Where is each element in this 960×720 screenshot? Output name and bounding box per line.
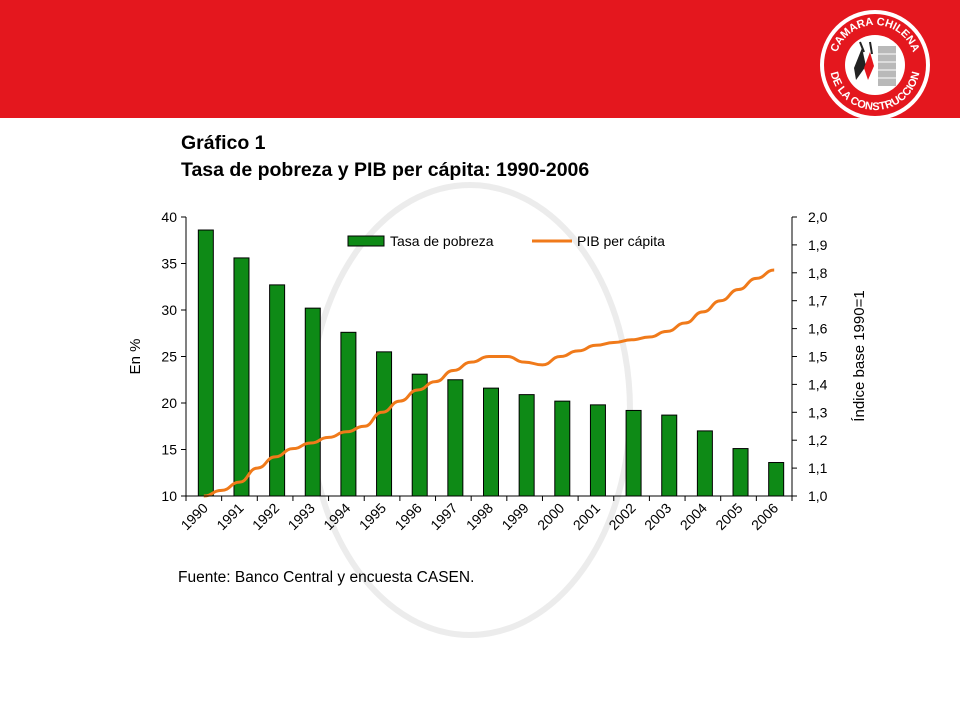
x-tick-label: 1992 bbox=[249, 500, 282, 533]
y-left-tick-label: 25 bbox=[161, 349, 177, 365]
x-tick-label: 2002 bbox=[605, 500, 638, 533]
y-right-tick-label: 1,4 bbox=[808, 376, 828, 392]
x-tick-label: 1991 bbox=[213, 500, 246, 533]
bar-1996 bbox=[411, 373, 428, 497]
watermark-ring bbox=[307, 182, 633, 638]
y-left-tick-label: 20 bbox=[161, 395, 177, 411]
bar-1995 bbox=[376, 351, 393, 497]
brick-wall-icon bbox=[878, 46, 896, 86]
trowel-icon bbox=[854, 41, 874, 80]
x-tick-label: 1998 bbox=[463, 500, 496, 533]
bar-2003 bbox=[661, 414, 678, 497]
y-left-tick-label: 10 bbox=[161, 488, 177, 504]
x-tick-label: 1996 bbox=[391, 500, 424, 533]
y-left-tick-label: 40 bbox=[161, 209, 177, 225]
y-right-tick-label: 1,2 bbox=[808, 432, 828, 448]
x-tick-label: 1993 bbox=[285, 500, 318, 533]
x-tick-label: 1999 bbox=[498, 500, 531, 533]
x-tick-label: 1995 bbox=[356, 500, 389, 533]
y-right-tick-label: 1,0 bbox=[808, 488, 828, 504]
x-tick-label: 1990 bbox=[178, 500, 211, 533]
x-tick-label: 2003 bbox=[641, 500, 674, 533]
y-right-tick-label: 1,3 bbox=[808, 404, 828, 420]
legend-swatch-pobreza bbox=[347, 235, 385, 247]
series-line-pib bbox=[203, 268, 775, 498]
chart-subtitle: Tasa de pobreza y PIB per cápita: 1990-2… bbox=[181, 159, 590, 181]
y-left-tick-label: 15 bbox=[161, 442, 177, 458]
watermark-logo bbox=[307, 182, 633, 638]
y-right-tick-label: 1,9 bbox=[808, 237, 828, 253]
chart-title-block: Gráfico 1 Tasa de pobreza y PIB per cápi… bbox=[181, 130, 589, 184]
x-tick-label: 2001 bbox=[570, 500, 603, 533]
x-tick-label: 1997 bbox=[427, 500, 460, 533]
y-left-tick-label: 35 bbox=[161, 256, 177, 272]
header-band bbox=[0, 0, 960, 118]
bar-2004 bbox=[696, 430, 713, 497]
bar-1997 bbox=[447, 379, 464, 497]
camara-chilena-logo: CAMARA CHILENA DE LA CONSTRUCCION bbox=[820, 10, 930, 120]
legend-label-pobreza: Tasa de pobreza bbox=[390, 233, 494, 249]
chart-title: Gráfico 1 bbox=[181, 132, 266, 154]
bar-1993 bbox=[304, 307, 321, 497]
bar-1992 bbox=[269, 284, 286, 497]
bar-1991 bbox=[233, 257, 250, 497]
y-right-tick-label: 1,6 bbox=[808, 321, 828, 337]
bar-2001 bbox=[589, 404, 606, 497]
bar-2006 bbox=[768, 462, 785, 497]
bar-1998 bbox=[483, 387, 499, 497]
source-note: Fuente: Banco Central y encuesta CASEN. bbox=[178, 569, 475, 586]
bar-2002 bbox=[625, 409, 642, 497]
x-tick-label: 2004 bbox=[677, 500, 710, 533]
bar-1999 bbox=[518, 394, 535, 497]
y-right-tick-label: 2,0 bbox=[808, 209, 828, 225]
bar-2005 bbox=[732, 448, 749, 497]
y-right-tick-label: 1,1 bbox=[808, 460, 828, 476]
y-left-tick-label: 30 bbox=[161, 302, 177, 318]
bar-2000 bbox=[554, 400, 571, 497]
y-left-axis-label: En % bbox=[127, 339, 144, 375]
bar-1990 bbox=[197, 229, 214, 497]
x-tick-label: 2005 bbox=[712, 500, 745, 533]
y-right-axis-label: Índice base 1990=1 bbox=[851, 290, 868, 421]
y-right-tick-label: 1,5 bbox=[808, 349, 828, 365]
y-right-tick-label: 1,7 bbox=[808, 293, 828, 309]
bar-1994 bbox=[340, 331, 357, 497]
y-right-tick-label: 1,8 bbox=[808, 265, 828, 281]
legend-label-pib: PIB per cápita bbox=[577, 233, 665, 249]
x-tick-label: 2006 bbox=[748, 500, 781, 533]
x-tick-label: 2000 bbox=[534, 500, 567, 533]
